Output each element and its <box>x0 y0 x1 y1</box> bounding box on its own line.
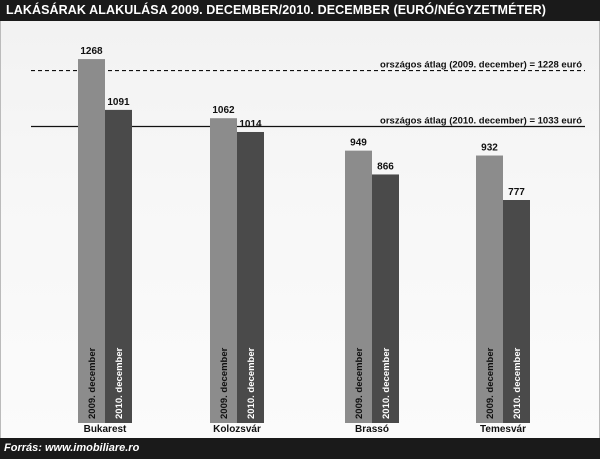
bar-value-label: 932 <box>481 143 498 154</box>
chart-area: országos átlag (2009. december) = 1228 e… <box>0 21 600 438</box>
bar-series-label: 2010. december <box>114 347 125 419</box>
bar-value-label: 777 <box>508 187 525 198</box>
category-label: Temesvár <box>480 424 526 435</box>
bar-value-label: 1268 <box>80 46 103 57</box>
chart-title: LAKÁSÁRAK ALAKULÁSA 2009. DECEMBER/2010.… <box>0 0 600 21</box>
reference-line-label: országos átlag (2009. december) = 1228 e… <box>380 60 582 71</box>
bar-2009 <box>78 59 105 423</box>
category-label: Brassó <box>355 424 389 435</box>
bar-2010 <box>105 109 132 424</box>
bar-series-label: 2009. december <box>219 347 230 419</box>
bar-value-label: 1062 <box>212 105 235 116</box>
bar-value-label: 1091 <box>107 97 130 108</box>
source-note: Forrás: www.imobiliare.ro <box>0 438 600 459</box>
category-label: Bukarest <box>84 424 127 435</box>
bar-2009 <box>210 118 237 424</box>
bar-2010 <box>237 131 264 423</box>
bar-2010 <box>372 174 399 423</box>
bar-series-label: 2009. december <box>485 347 496 419</box>
reference-line-label: országos átlag (2010. december) = 1033 e… <box>380 116 582 127</box>
bar-value-label: 1014 <box>239 119 262 130</box>
bar-2009 <box>476 155 503 423</box>
bar-series-label: 2010. december <box>512 347 523 419</box>
bar-series-label: 2010. december <box>381 347 392 419</box>
category-label: Kolozsvár <box>213 424 261 435</box>
bar-2009 <box>345 150 372 424</box>
bar-value-label: 949 <box>350 138 367 149</box>
bar-series-label: 2009. december <box>87 347 98 419</box>
bar-value-label: 866 <box>377 161 394 172</box>
bar-chart: országos átlag (2009. december) = 1228 e… <box>31 46 585 435</box>
bar-series-label: 2009. december <box>354 347 365 419</box>
bar-series-label: 2010. december <box>246 347 257 419</box>
bar-2010 <box>503 200 530 423</box>
